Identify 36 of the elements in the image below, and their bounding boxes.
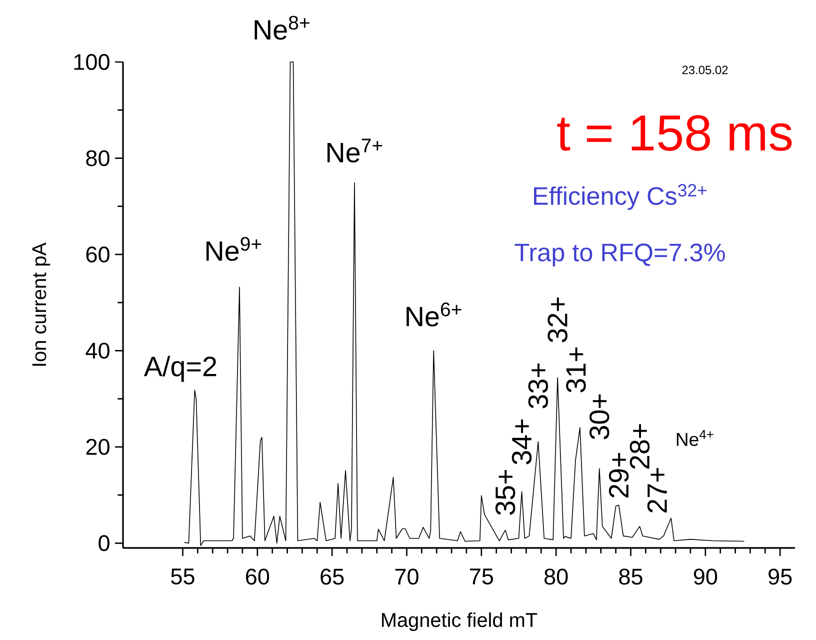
x-tick-label: 90 xyxy=(694,568,718,585)
x-tick-label: 95 xyxy=(768,568,792,585)
y-tick-label: 80 xyxy=(86,150,110,166)
x-axis-title: Magnetic field mT xyxy=(382,612,538,632)
annotation: Ne$^{9+}$ xyxy=(206,237,262,261)
x-tick-label: 65 xyxy=(320,568,344,585)
y-tick-label: 0 xyxy=(98,535,110,552)
annotation: 29+ xyxy=(608,452,629,498)
annotation: A/q=2 xyxy=(144,356,216,382)
annotation: Ne$^{4+}$ xyxy=(676,430,714,446)
annotation: 33+ xyxy=(528,363,548,408)
y-tick-label: 60 xyxy=(86,246,110,262)
annotation: 35+ xyxy=(495,470,516,515)
y-axis-title: Ion current pA xyxy=(32,242,50,366)
y-tick-label: 40 xyxy=(86,342,110,359)
x-tick-label: 55 xyxy=(171,568,194,584)
x-tick-label: 70 xyxy=(395,568,418,585)
annotation: Efficiency Cs$^{32+}$ xyxy=(534,184,706,210)
annotation: t = 158 ms xyxy=(557,115,792,151)
annotation: 27+ xyxy=(647,468,667,512)
y-tick-label: 100 xyxy=(74,54,110,70)
annotation: 23.05.02 xyxy=(682,66,728,74)
annotation: Ne$^{8+}$ xyxy=(254,16,310,40)
annotation: 34+ xyxy=(512,419,532,464)
x-tick-label: 75 xyxy=(470,568,494,584)
annotation: 30+ xyxy=(590,394,610,440)
y-tick-label: 20 xyxy=(86,438,110,455)
annotation: Ne$^{6+}$ xyxy=(406,302,462,326)
annotation: Ne$^{7+}$ xyxy=(327,138,382,162)
annotation: 31+ xyxy=(566,347,586,392)
x-tick-label: 85 xyxy=(619,568,642,585)
x-tick-label: 80 xyxy=(544,568,568,585)
x-tick-label: 60 xyxy=(246,568,270,585)
annotation: 32+ xyxy=(548,297,568,342)
annotation: 28+ xyxy=(630,424,650,469)
annotation: Trap to RFQ=7.3% xyxy=(514,244,725,266)
